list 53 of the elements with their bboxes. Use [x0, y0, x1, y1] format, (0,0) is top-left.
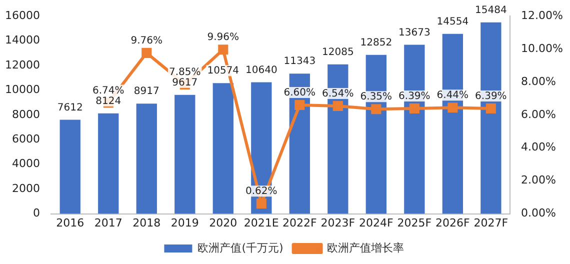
x-tick-label: 2016	[56, 216, 84, 230]
data-label: 12085	[322, 46, 354, 58]
data-label: 6.35%	[360, 92, 392, 103]
data-label: 11343	[284, 56, 316, 68]
x-tick-label: 2017	[94, 216, 122, 230]
y2-tick-label: 4.00%	[521, 140, 556, 154]
data-label: 15484	[475, 4, 507, 16]
x-tick-label: 2025F	[397, 216, 432, 230]
legend-label: 欧洲产值增长率	[326, 241, 404, 254]
x-tick-label: 2022F	[282, 216, 317, 230]
y-tick-label: 16000	[4, 8, 40, 22]
y2-tick-label: 2.00%	[521, 174, 556, 187]
data-label: 10574	[207, 66, 240, 77]
data-label: 9617	[172, 78, 198, 89]
data-label: 10640	[245, 64, 278, 76]
legend-label: 欧洲产值(千万元)	[198, 241, 284, 254]
x-tick-label: 2019	[170, 216, 199, 230]
y-tick-label: 2000	[12, 182, 40, 195]
y2-tick-label: 8.00%	[521, 74, 556, 88]
data-label: 6.44%	[436, 90, 469, 102]
x-tick-label: 2020	[209, 216, 238, 230]
y-tick-label: 6000	[12, 132, 40, 146]
y-tick-label: 14000	[4, 34, 40, 47]
data-label: 8917	[134, 86, 160, 98]
x-tick-label: 2024F	[359, 216, 394, 230]
data-label: 6.60%	[284, 88, 316, 99]
y-tick-label: 4000	[12, 157, 40, 170]
x-tick-label: 2026F	[436, 216, 470, 230]
y2-tick-label: 6.00%	[521, 108, 556, 121]
y2-tick-label: 12.00%	[521, 8, 564, 22]
data-label: 9.96%	[207, 32, 240, 44]
x-tick-label: 2018	[132, 216, 161, 230]
y-tick-label: 12000	[4, 58, 40, 72]
data-label: 14554	[436, 16, 469, 28]
data-label: 6.74%	[92, 85, 124, 96]
y-tick-label: 8000	[12, 108, 40, 121]
data-label: 12852	[360, 38, 392, 49]
y-tick-label: 0	[32, 206, 40, 220]
data-label: 0.62%	[246, 186, 278, 198]
y2-tick-label: 0.00%	[521, 206, 556, 220]
data-label: 6.39%	[475, 91, 507, 102]
data-label: 8124	[96, 96, 122, 107]
x-tick-label: 2023F	[320, 216, 356, 230]
y-tick-label: 10000	[4, 83, 40, 96]
data-label: 13673	[398, 27, 430, 38]
data-label: 7.85%	[168, 67, 201, 78]
x-tick-label: 2021E	[244, 216, 279, 230]
data-label: 9.76%	[130, 36, 163, 47]
x-tick-label: 2027F	[474, 216, 508, 230]
data-label: 7612	[57, 102, 83, 114]
y2-tick-label: 10.00%	[521, 42, 564, 55]
data-label: 6.39%	[398, 91, 430, 102]
data-label: 6.54%	[322, 88, 354, 100]
